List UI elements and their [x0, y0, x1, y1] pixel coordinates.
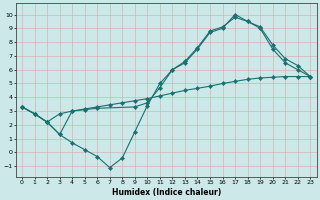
X-axis label: Humidex (Indice chaleur): Humidex (Indice chaleur) — [112, 188, 221, 197]
